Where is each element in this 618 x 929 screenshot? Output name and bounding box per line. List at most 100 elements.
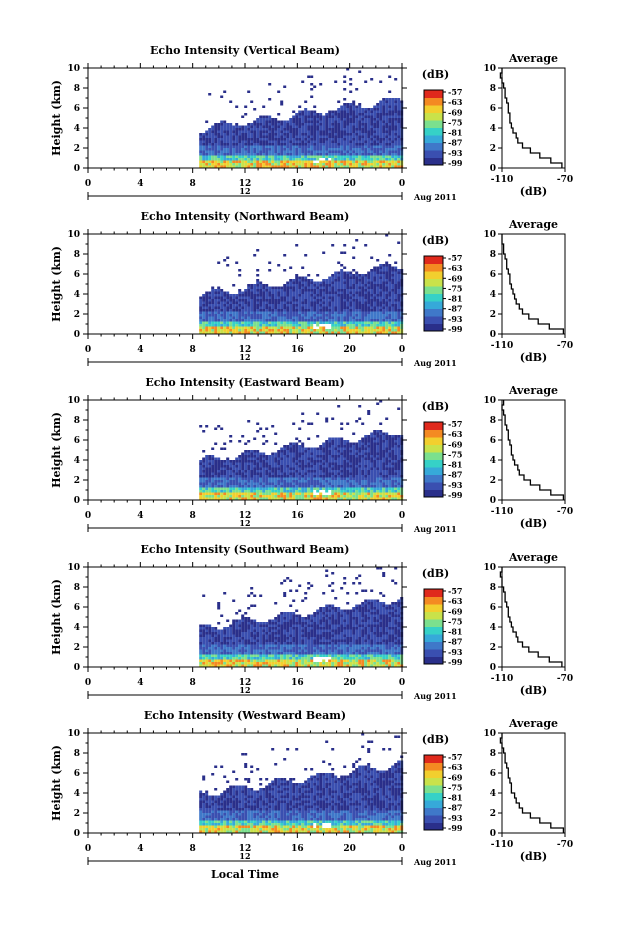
heatmap-cell [361,306,365,309]
heatmap-cell [394,165,398,168]
heatmap-cell [373,457,377,460]
heatmap-cell [214,329,218,332]
heatmap-cell [352,331,356,334]
heatmap-cell [217,143,221,146]
heatmap-cell [334,475,338,478]
heatmap-cell [232,480,236,483]
heatmap-cell [208,301,212,304]
heatmap-cell [385,120,389,123]
heatmap-cell [286,460,290,463]
heatmap-cell [331,291,335,294]
heatmap-cell [334,477,338,480]
heatmap-cell [265,133,269,136]
heatmap-cell [208,304,212,307]
heatmap-cell [313,301,317,304]
heatmap-cell [355,160,359,163]
heatmap-cell [253,314,257,317]
avg-x-tick-label: -110 [491,175,514,185]
heatmap-cell [352,467,356,470]
heatmap-cell [244,331,248,334]
heatmap-cell [226,125,230,128]
heatmap-cell [364,316,368,319]
heatmap-cell [295,455,299,458]
heatmap-cell [205,133,209,136]
heatmap-cell [364,123,368,126]
heatmap-cell [313,110,317,113]
heatmap-cell [217,291,221,294]
heatmap-cell [244,455,248,458]
heatmap-cell [373,289,377,292]
heatmap-cell [346,447,350,450]
heatmap-cell [238,309,242,312]
heatmap-cell [379,80,383,83]
heatmap-cell [367,158,371,161]
heatmap-cell [343,492,347,495]
heatmap-cell [265,123,269,126]
heatmap-cell [379,497,383,500]
heatmap-cell [328,140,332,143]
heatmap-cell [388,291,392,294]
heatmap-cell [229,143,233,146]
heatmap-cell [343,329,347,332]
heatmap-cell [199,497,203,500]
heatmap-cell [346,103,350,106]
heatmap-cell [301,304,305,307]
heatmap-cell [283,133,287,136]
heatmap-cell [325,417,329,420]
heatmap-cell [367,410,371,413]
heatmap-cell [253,331,257,334]
heatmap-cell [220,329,224,332]
heatmap-cell [343,128,347,131]
heatmap-cell [373,455,377,458]
heatmap-cell [283,306,287,309]
heatmap-cell [244,329,248,332]
heatmap-cell [310,155,314,158]
heatmap-cell [370,457,374,460]
heatmap-cell [262,125,266,128]
heatmap-cell [370,445,374,448]
heatmap-cell [271,480,275,483]
heatmap-cell [355,274,359,277]
heatmap-cell [247,457,251,460]
heatmap-cell [325,485,329,488]
heatmap-cell [343,319,347,322]
heatmap-cell [352,155,356,158]
heatmap-cell [325,143,329,146]
heatmap-cell [250,128,254,131]
colorbar-tick-label: -57 [448,253,462,263]
heatmap-cell [259,329,263,332]
heatmap-cell [244,113,248,116]
heatmap-cell [364,477,368,480]
heatmap-cell [349,316,353,319]
heatmap-cell [244,304,248,307]
heatmap-cell [283,148,287,151]
avg-x-tick-label: -70 [557,507,573,517]
heatmap-cell [265,319,269,322]
heatmap-cell [208,163,212,166]
heatmap-cell [343,331,347,334]
heatmap-cell [280,100,284,103]
heatmap-cell [292,480,296,483]
heatmap-cell [214,143,218,146]
heatmap-cell [352,256,356,259]
heatmap-cell [310,326,314,329]
heatmap-cell [385,286,389,289]
colorbar-tick-label: -93 [448,148,463,158]
heatmap-cell [316,457,320,460]
heatmap-cell [304,331,308,334]
heatmap-cell [280,480,284,483]
heatmap-cell [352,311,356,314]
heatmap-cell [379,105,383,108]
heatmap-cell [226,487,230,490]
heatmap-cell [334,140,338,143]
heatmap-cell [304,296,308,299]
heatmap-cell [355,311,359,314]
heatmap-cell [355,462,359,465]
heatmap-cell [253,294,257,297]
heatmap-cell [307,311,311,314]
heatmap-cell [349,450,353,453]
heatmap-cell [316,163,320,166]
heatmap-cell [343,311,347,314]
heatmap-cell [340,105,344,108]
heatmap-cell [385,445,389,448]
